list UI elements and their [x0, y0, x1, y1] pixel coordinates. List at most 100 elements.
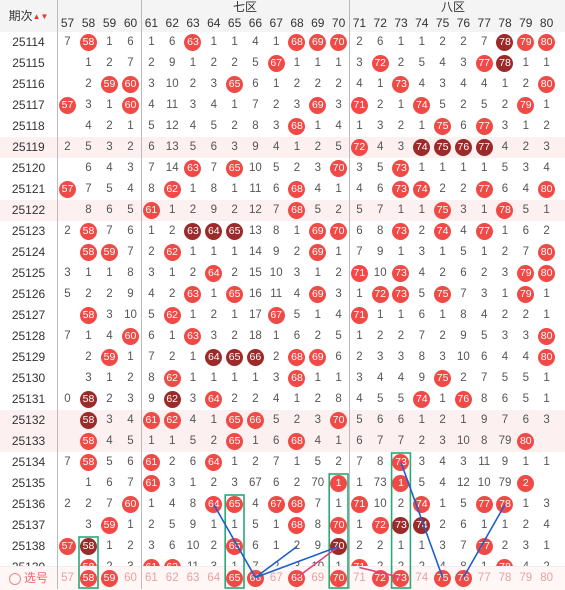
selected-number-76[interactable]: 76: [453, 567, 474, 590]
number-ball[interactable]: 70: [330, 570, 348, 587]
number-ball[interactable]: 66: [246, 570, 264, 587]
omission-cell: 4: [376, 141, 384, 153]
omission-cell: 6: [501, 183, 509, 195]
table-row: 25136 2 2 7 60 1 4 8 64 65 4 67 68 7 1 71 10 2 74 1 5 77 78 1 3: [0, 494, 565, 515]
omission-cell: 1: [335, 435, 342, 447]
number-ball[interactable]: 65: [226, 570, 244, 587]
selectable-number-61[interactable]: 61: [145, 572, 158, 584]
omission-cell: 1: [106, 36, 113, 48]
selectable-number-71[interactable]: 71: [353, 572, 366, 584]
period-cell: 25129: [11, 350, 46, 364]
selectable-number-77[interactable]: 77: [477, 572, 491, 584]
number-ball: 60: [122, 97, 139, 114]
number-ball[interactable]: 59: [101, 570, 118, 587]
number-ball: 69: [309, 223, 327, 240]
omission-cell: 10: [124, 309, 137, 321]
omission-cell: 1: [231, 99, 238, 111]
table-row: 25138 57 58 1 2 3 6 10 2 65 6 1 2 9 70 2 2 1 1 3 7 77 2 3 1: [0, 536, 565, 557]
omission-cell: 7: [64, 36, 71, 48]
omission-cell: 3: [376, 120, 384, 132]
period-cell: 25123: [11, 224, 46, 238]
omission-cell: 1: [439, 498, 446, 510]
selected-number-66[interactable]: 66: [245, 567, 266, 590]
number-ball: 1: [392, 475, 410, 492]
selectable-number-60[interactable]: 60: [124, 572, 137, 584]
selected-number-70[interactable]: 70: [328, 567, 349, 590]
select-radio-icon[interactable]: [8, 572, 21, 585]
omission-cell: 1: [231, 183, 238, 195]
selectable-number-62[interactable]: 62: [165, 572, 179, 584]
omission-cell: 2: [231, 120, 238, 132]
selectable-number-57[interactable]: 57: [61, 572, 74, 584]
number-ball[interactable]: 68: [288, 570, 306, 587]
drawn-number-cell: 66: [245, 347, 266, 368]
number-ball[interactable]: 58: [80, 570, 97, 587]
drawn-number-cell: 71: [349, 305, 370, 326]
sort-arrows-icon[interactable]: ▲▼: [32, 11, 49, 21]
selectable-number-64[interactable]: 64: [207, 572, 221, 584]
selected-number-72[interactable]: 72: [370, 567, 391, 590]
number-ball: 64: [205, 223, 223, 240]
omission-cell: 3: [480, 288, 488, 300]
omission-cell: 3: [522, 330, 529, 342]
selected-number-65[interactable]: 65: [224, 567, 245, 590]
omission-cell: 4: [85, 120, 92, 132]
omission-cell: 1: [439, 246, 446, 258]
omission-cell: 3: [460, 57, 467, 69]
selectable-number-63[interactable]: 63: [186, 572, 200, 584]
omission-cell: 2: [252, 456, 259, 468]
omission-cell: 1: [543, 372, 550, 384]
omission-cell: 1: [543, 393, 550, 405]
number-ball[interactable]: 72: [371, 570, 389, 587]
selected-number-73[interactable]: 73: [391, 567, 412, 590]
number-ball: 68: [288, 433, 306, 450]
selectable-number-74[interactable]: 74: [415, 572, 429, 584]
column-header-63: 63: [186, 16, 200, 30]
number-ball: 58: [80, 454, 97, 471]
selected-number-58[interactable]: 58: [78, 567, 99, 590]
omission-cell: 1: [168, 435, 176, 447]
omission-cell: 3: [293, 267, 301, 279]
drawn-number-cell: 68: [287, 494, 308, 515]
selectable-number-67[interactable]: 67: [269, 572, 283, 584]
omission-cell: 2: [314, 393, 321, 405]
omission-cell: 4: [543, 519, 550, 531]
omission-cell: 3: [148, 540, 155, 552]
omission-cell: 1: [293, 456, 301, 468]
number-ball[interactable]: 73: [392, 570, 410, 587]
omission-cell: 2: [376, 330, 384, 342]
omission-cell: 7: [252, 99, 259, 111]
omission-cell: 6: [522, 414, 529, 426]
table-row: 25118 4 2 1 5 12 4 5 2 8 3 68 1 4 1 3 2 1 75 6 77 3 1 2: [0, 116, 565, 137]
drawn-number-cell: 62: [162, 368, 183, 389]
number-ball: 78: [496, 55, 514, 72]
omission-cell: 8: [376, 456, 384, 468]
selectable-number-69[interactable]: 69: [311, 572, 325, 584]
number-ball: 74: [413, 496, 431, 513]
omission-cell: 1: [335, 246, 342, 258]
number-ball[interactable]: 75: [434, 570, 452, 587]
number-ball: 70: [330, 517, 348, 534]
omission-cell: 7: [376, 435, 384, 447]
number-ball: 65: [226, 412, 244, 429]
omission-cell: 2: [168, 351, 176, 363]
selectable-number-79[interactable]: 79: [519, 572, 533, 584]
selectable-number-80[interactable]: 80: [540, 572, 553, 584]
omission-cell: 2: [210, 435, 217, 447]
period-header[interactable]: 期次▲▼: [0, 0, 57, 32]
selected-number-68[interactable]: 68: [287, 567, 308, 590]
column-header-80: 80: [539, 16, 554, 30]
omission-cell: 4: [460, 225, 467, 237]
selectable-number-78[interactable]: 78: [498, 572, 512, 584]
drawn-number-cell: 74: [432, 221, 453, 242]
selected-number-59[interactable]: 59: [99, 567, 120, 590]
selected-number-75[interactable]: 75: [432, 567, 453, 590]
omission-cell: 7: [64, 330, 71, 342]
omission-cell: 5: [293, 309, 301, 321]
omission-cell: 4: [543, 162, 550, 174]
omission-cell: 2: [85, 288, 92, 300]
omission-cell: 7: [106, 225, 113, 237]
selection-label: 选号: [23, 571, 48, 585]
number-ball[interactable]: 76: [454, 570, 472, 587]
drawn-number-cell: 80: [536, 74, 557, 95]
